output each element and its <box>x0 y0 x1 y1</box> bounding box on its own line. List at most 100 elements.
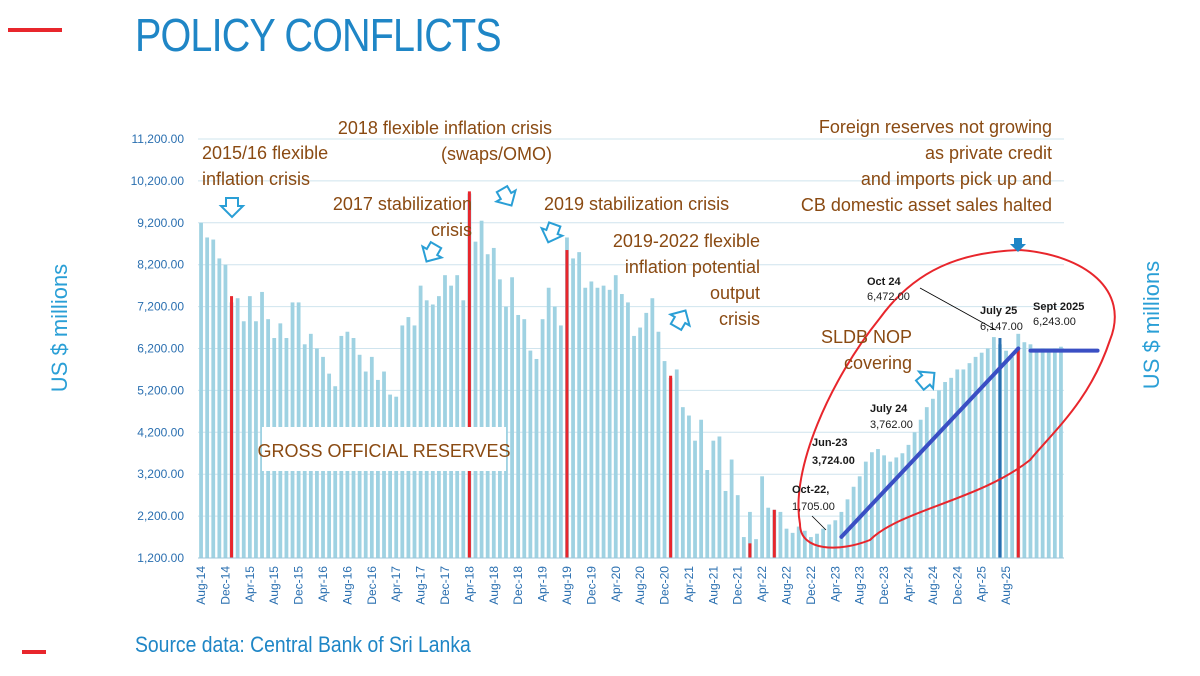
data-bar <box>961 369 966 558</box>
data-bar <box>558 325 563 558</box>
highlight-line <box>467 191 471 559</box>
x-tick-label: Aug-23 <box>853 566 867 605</box>
data-bar <box>388 394 392 558</box>
x-tick-label: Dec-21 <box>731 566 745 605</box>
data-bar <box>790 532 795 558</box>
data-bar <box>717 436 722 558</box>
annotation-text: and imports pick up and <box>861 169 1052 189</box>
annotation-text: inflation potential <box>625 257 760 277</box>
data-bar <box>394 396 399 558</box>
x-tick-label: Apr-15 <box>243 566 257 602</box>
arrow-icon <box>493 184 518 207</box>
data-label-value: 3,762.00 <box>870 419 913 431</box>
annotation-text: (swaps/OMO) <box>441 144 552 164</box>
data-bar <box>418 285 423 558</box>
annotation-text: Foreign reserves not growing <box>819 117 1052 137</box>
data-bar <box>937 390 941 558</box>
data-bar <box>235 298 240 558</box>
data-bar <box>583 287 588 558</box>
x-tick-label: Apr-16 <box>316 566 330 602</box>
data-bar <box>979 352 984 558</box>
leader-line <box>811 515 827 531</box>
data-bar <box>211 239 216 558</box>
data-bar <box>601 285 606 558</box>
data-bar <box>1004 350 1008 558</box>
data-bar <box>260 291 264 558</box>
data-bar <box>577 252 582 558</box>
data-label-value: 6,243.00 <box>1033 316 1076 328</box>
data-bar <box>760 476 765 558</box>
x-tick-label: Aug-19 <box>560 566 574 605</box>
x-tick-label: Dec-15 <box>292 566 306 605</box>
data-bar <box>741 537 746 558</box>
highlight-line <box>748 543 752 558</box>
x-tick-label: Aug-21 <box>706 566 720 605</box>
data-bar <box>687 415 691 558</box>
data-bar <box>699 419 704 558</box>
leader-line <box>919 287 997 331</box>
data-bar <box>802 530 807 558</box>
annotation-text: SLDB NOP <box>821 327 912 347</box>
x-tick-label: Apr-21 <box>682 566 696 602</box>
data-bar <box>254 321 258 558</box>
data-bar <box>912 432 917 558</box>
data-bar <box>223 264 228 558</box>
data-bar <box>1059 346 1063 558</box>
data-bar <box>930 398 935 558</box>
data-bar <box>540 319 545 558</box>
y-tick-label: 7,200.00 <box>137 300 184 314</box>
source-note: Source data: Central Bank of Sri Lanka <box>135 632 471 657</box>
y-tick-label: 11,200.00 <box>132 132 185 146</box>
annotation-text: output <box>710 283 760 303</box>
data-bar <box>918 419 923 558</box>
annotation-text: crisis <box>431 220 472 240</box>
annotation-text: crisis <box>719 309 760 329</box>
y-tick-label: 8,200.00 <box>137 258 184 272</box>
data-bar <box>485 254 490 559</box>
data-bar <box>985 348 990 558</box>
data-bar <box>748 511 752 558</box>
highlight-line <box>772 509 776 558</box>
x-tick-label: Dec-20 <box>658 566 672 605</box>
data-bar <box>522 319 527 558</box>
data-bar <box>571 258 575 558</box>
arrow-icon <box>914 370 936 392</box>
data-bar <box>882 455 886 558</box>
trend-line <box>839 346 1021 539</box>
x-tick-label: Aug-20 <box>633 566 647 605</box>
highlight-line <box>1016 348 1020 558</box>
data-bar <box>632 335 636 558</box>
x-tick-label: Dec-16 <box>365 566 379 605</box>
data-bar <box>546 287 551 558</box>
data-bar <box>455 275 460 558</box>
y-tick-label: 1,200.00 <box>137 551 184 565</box>
x-tick-label: Dec-24 <box>950 566 964 605</box>
x-tick-label: Dec-22 <box>804 566 818 605</box>
annotation-text: 2019-2022 flexible <box>613 231 760 251</box>
data-label-date: July 25 <box>980 305 1017 317</box>
data-label-value: 1,705.00 <box>792 501 835 513</box>
x-tick-label: Aug-25 <box>999 566 1013 605</box>
x-tick-label: Aug-17 <box>414 566 428 605</box>
data-bar <box>491 247 496 558</box>
data-bar <box>644 312 649 558</box>
data-bar <box>894 457 899 558</box>
x-tick-label: Aug-18 <box>487 566 501 605</box>
data-bar <box>1010 356 1015 558</box>
data-bar <box>735 495 740 558</box>
data-bar <box>1046 350 1051 558</box>
data-bar <box>333 386 338 558</box>
y-tick-label: 3,200.00 <box>137 467 184 481</box>
x-tick-label: Apr-23 <box>828 566 842 602</box>
annotation-text: 2019 stabilization crisis <box>544 194 729 214</box>
x-tick-label: Aug-24 <box>926 566 940 605</box>
highlight-line <box>230 296 234 559</box>
data-bar <box>626 302 630 558</box>
data-bar <box>528 350 533 558</box>
data-label-date: Sept 2025 <box>1033 301 1084 313</box>
arrow-icon <box>420 240 445 263</box>
top-red-marker <box>8 28 62 32</box>
data-bar <box>552 306 557 558</box>
page-title: POLICY CONFLICTS <box>135 9 502 61</box>
